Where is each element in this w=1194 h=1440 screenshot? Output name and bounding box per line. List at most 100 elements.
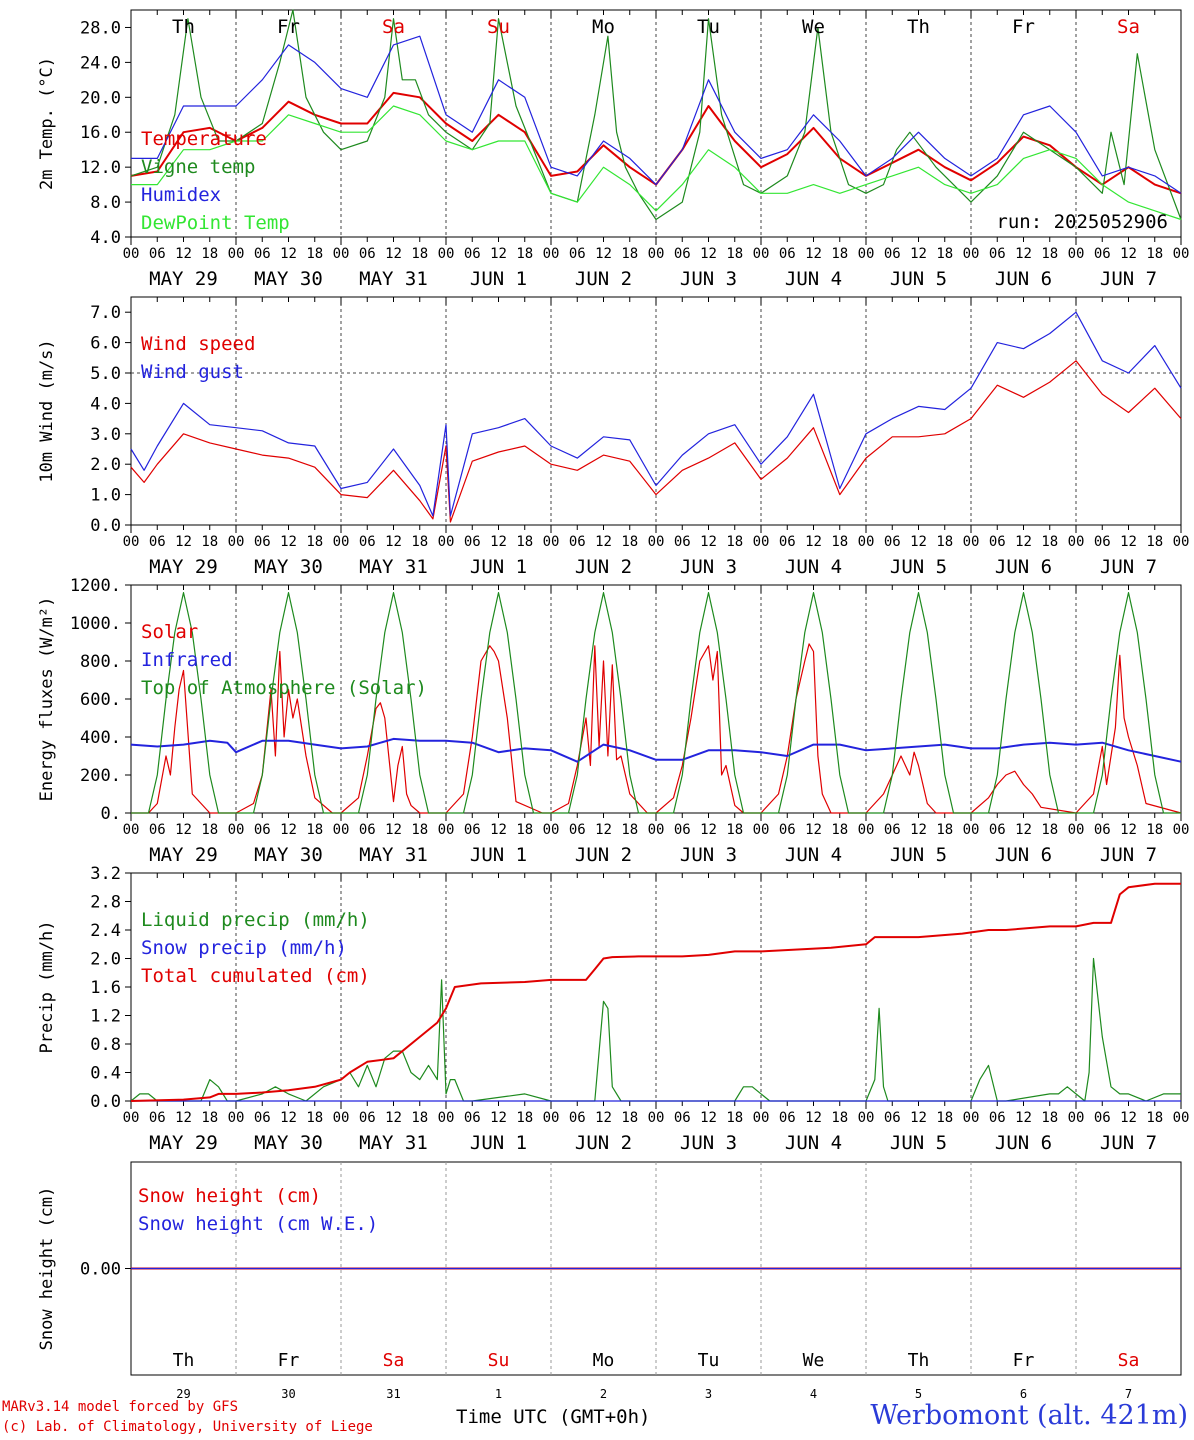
- y-axis-label: 2m Temp. (°C): [37, 57, 57, 190]
- day-number-label: 4: [810, 1387, 817, 1400]
- hour-tick-label: 00: [858, 246, 875, 262]
- hour-tick-label: 00: [648, 246, 665, 262]
- hour-tick-label: 18: [411, 822, 428, 838]
- date-label: JUN 4: [785, 1132, 842, 1154]
- legend-entry: Temperature: [141, 128, 267, 150]
- y-tick-label: 1000.: [70, 614, 121, 634]
- hour-tick-label: 18: [516, 246, 533, 262]
- legend-entry: Infrared: [141, 649, 233, 671]
- hour-tick-label: 06: [149, 246, 166, 262]
- date-label: MAY 30: [254, 268, 323, 290]
- hour-tick-label: 06: [884, 1110, 901, 1126]
- hour-tick-label: 18: [1041, 534, 1058, 550]
- date-label: JUN 1: [470, 844, 527, 866]
- hour-tick-label: 00: [753, 534, 770, 550]
- hour-tick-label: 18: [621, 534, 638, 550]
- hour-tick-label: 00: [333, 534, 350, 550]
- y-tick-label: 1.0: [90, 486, 121, 506]
- hour-tick-label: 00: [1173, 246, 1190, 262]
- hour-tick-label: 00: [753, 822, 770, 838]
- day-name-label: Su: [488, 1350, 510, 1371]
- hour-tick-label: 06: [149, 534, 166, 550]
- legend-entry: Solar: [141, 621, 198, 643]
- hour-tick-label: 12: [595, 822, 612, 838]
- hour-tick-label: 00: [543, 822, 560, 838]
- hour-tick-label: 18: [621, 246, 638, 262]
- hour-tick-label: 12: [700, 822, 717, 838]
- hour-tick-label: 06: [569, 1110, 586, 1126]
- y-tick-label: 0.4: [90, 1064, 121, 1084]
- hour-tick-label: 12: [700, 246, 717, 262]
- date-label: MAY 29: [149, 556, 218, 578]
- hour-tick-label: 00: [753, 1110, 770, 1126]
- y-tick-label: 4.0: [90, 394, 121, 414]
- date-label: MAY 31: [359, 268, 428, 290]
- hour-tick-label: 06: [884, 246, 901, 262]
- hour-tick-label: 06: [359, 246, 376, 262]
- hour-tick-label: 00: [1068, 1110, 1085, 1126]
- hour-tick-label: 18: [516, 822, 533, 838]
- hour-tick-label: 00: [648, 534, 665, 550]
- hour-tick-label: 06: [464, 534, 481, 550]
- date-label: JUN 5: [890, 844, 947, 866]
- hour-tick-label: 18: [726, 246, 743, 262]
- y-tick-label: 7.0: [90, 303, 121, 323]
- y-tick-label: 1200.: [70, 576, 121, 596]
- date-label: JUN 5: [890, 556, 947, 578]
- hour-tick-label: 12: [280, 822, 297, 838]
- hour-tick-label: 12: [805, 822, 822, 838]
- day-name-top: Fr: [1012, 16, 1035, 38]
- hour-tick-label: 12: [595, 534, 612, 550]
- y-tick-label: 5.0: [90, 364, 121, 384]
- date-label: JUN 4: [785, 556, 842, 578]
- hour-tick-label: 06: [569, 822, 586, 838]
- date-label: MAY 31: [359, 1132, 428, 1154]
- date-label: JUN 6: [995, 844, 1052, 866]
- hour-tick-label: 12: [1015, 534, 1032, 550]
- date-label: MAY 31: [359, 844, 428, 866]
- hour-tick-label: 12: [700, 534, 717, 550]
- y-tick-label: 0.: [101, 804, 121, 824]
- date-label: JUN 7: [1100, 1132, 1157, 1154]
- y-tick-label: 3.0: [90, 425, 121, 445]
- date-label: JUN 3: [680, 1132, 737, 1154]
- hour-tick-label: 18: [936, 246, 953, 262]
- hour-tick-label: 06: [359, 822, 376, 838]
- hour-tick-label: 12: [385, 822, 402, 838]
- hour-tick-label: 00: [1173, 1110, 1190, 1126]
- y-tick-label: 8.0: [90, 193, 121, 213]
- legend-entry: Top of Atmosphere (Solar): [141, 677, 427, 699]
- legend-entry: Snow height (cm): [138, 1185, 321, 1207]
- hour-tick-label: 00: [543, 1110, 560, 1126]
- day-name-label: Fr: [278, 1350, 300, 1371]
- hour-tick-label: 06: [464, 246, 481, 262]
- day-name-top: Mo: [592, 16, 615, 38]
- hour-tick-label: 12: [1120, 822, 1137, 838]
- hour-tick-label: 18: [831, 822, 848, 838]
- day-name-top: Th: [172, 16, 195, 38]
- y-tick-label: 600.: [80, 690, 121, 710]
- hour-tick-label: 18: [1146, 822, 1163, 838]
- day-name-top: Su: [487, 16, 510, 38]
- hour-tick-label: 18: [306, 822, 323, 838]
- hour-tick-label: 00: [333, 822, 350, 838]
- hour-tick-label: 00: [963, 1110, 980, 1126]
- date-label: JUN 2: [575, 1132, 632, 1154]
- hour-tick-label: 12: [490, 246, 507, 262]
- day-name-top: Th: [907, 16, 930, 38]
- hour-tick-label: 12: [595, 1110, 612, 1126]
- hour-tick-label: 12: [595, 246, 612, 262]
- hour-tick-label: 18: [831, 1110, 848, 1126]
- hour-tick-label: 06: [569, 246, 586, 262]
- hour-tick-label: 00: [123, 822, 140, 838]
- y-tick-label: 800.: [80, 652, 121, 672]
- date-label: JUN 3: [680, 844, 737, 866]
- hour-tick-label: 06: [1094, 1110, 1111, 1126]
- legend-entry: Liquid precip (mm/h): [141, 909, 370, 931]
- hour-tick-label: 06: [674, 1110, 691, 1126]
- hour-tick-label: 00: [228, 534, 245, 550]
- hour-tick-label: 12: [1120, 246, 1137, 262]
- hour-tick-label: 18: [1041, 822, 1058, 838]
- hour-tick-label: 12: [280, 246, 297, 262]
- y-tick-label: 400.: [80, 728, 121, 748]
